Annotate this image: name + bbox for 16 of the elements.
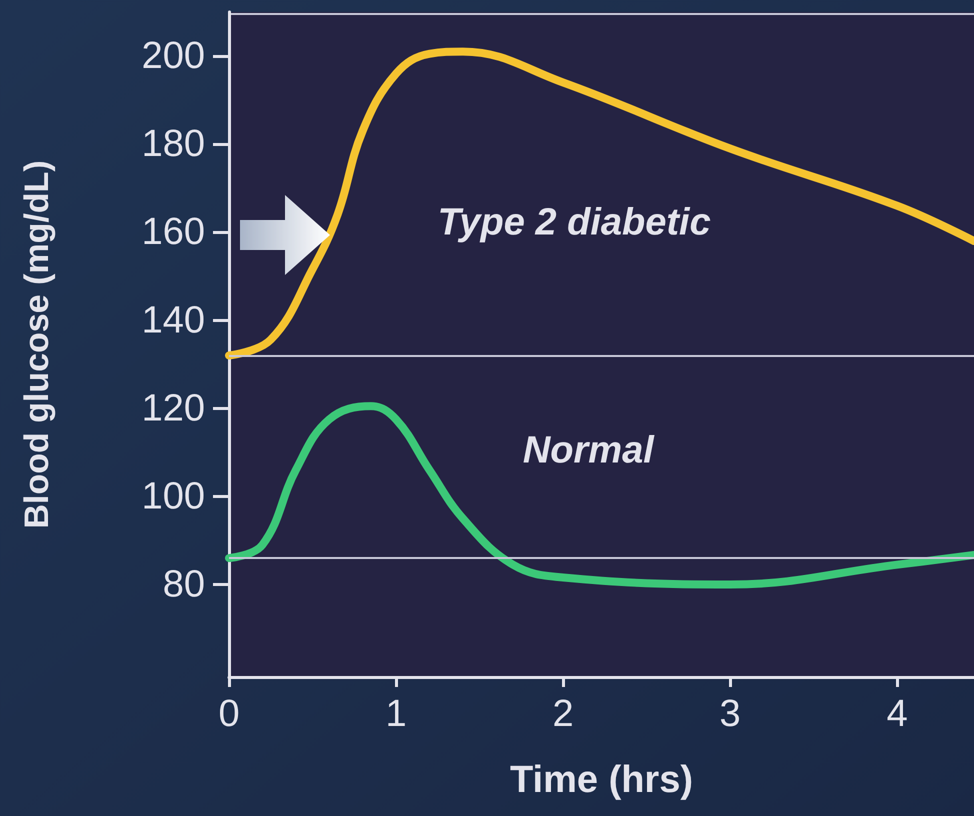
y-tick-label: 160: [142, 211, 205, 254]
y-tick-label: 140: [142, 299, 205, 342]
y-tick-label: 120: [142, 387, 205, 430]
x-tick-label: 3: [720, 693, 741, 735]
x-axis-title: Time (hrs): [510, 759, 694, 801]
y-axis-title: Blood glucose (mg/dL): [18, 160, 56, 529]
y-tick-label: 100: [142, 475, 205, 518]
text: Normal: [522, 429, 656, 472]
x-tick-label: 4: [886, 693, 908, 735]
x-tick-label: 1: [385, 693, 407, 735]
x-tick-label: 0: [218, 693, 240, 735]
series-label: Type 2 diabetic: [438, 202, 711, 244]
x-tick-label: 2: [552, 693, 574, 735]
y-tick-label: 80: [162, 564, 205, 606]
y-tick-label: 180: [142, 123, 205, 166]
y-tick-label: 200: [142, 35, 205, 78]
